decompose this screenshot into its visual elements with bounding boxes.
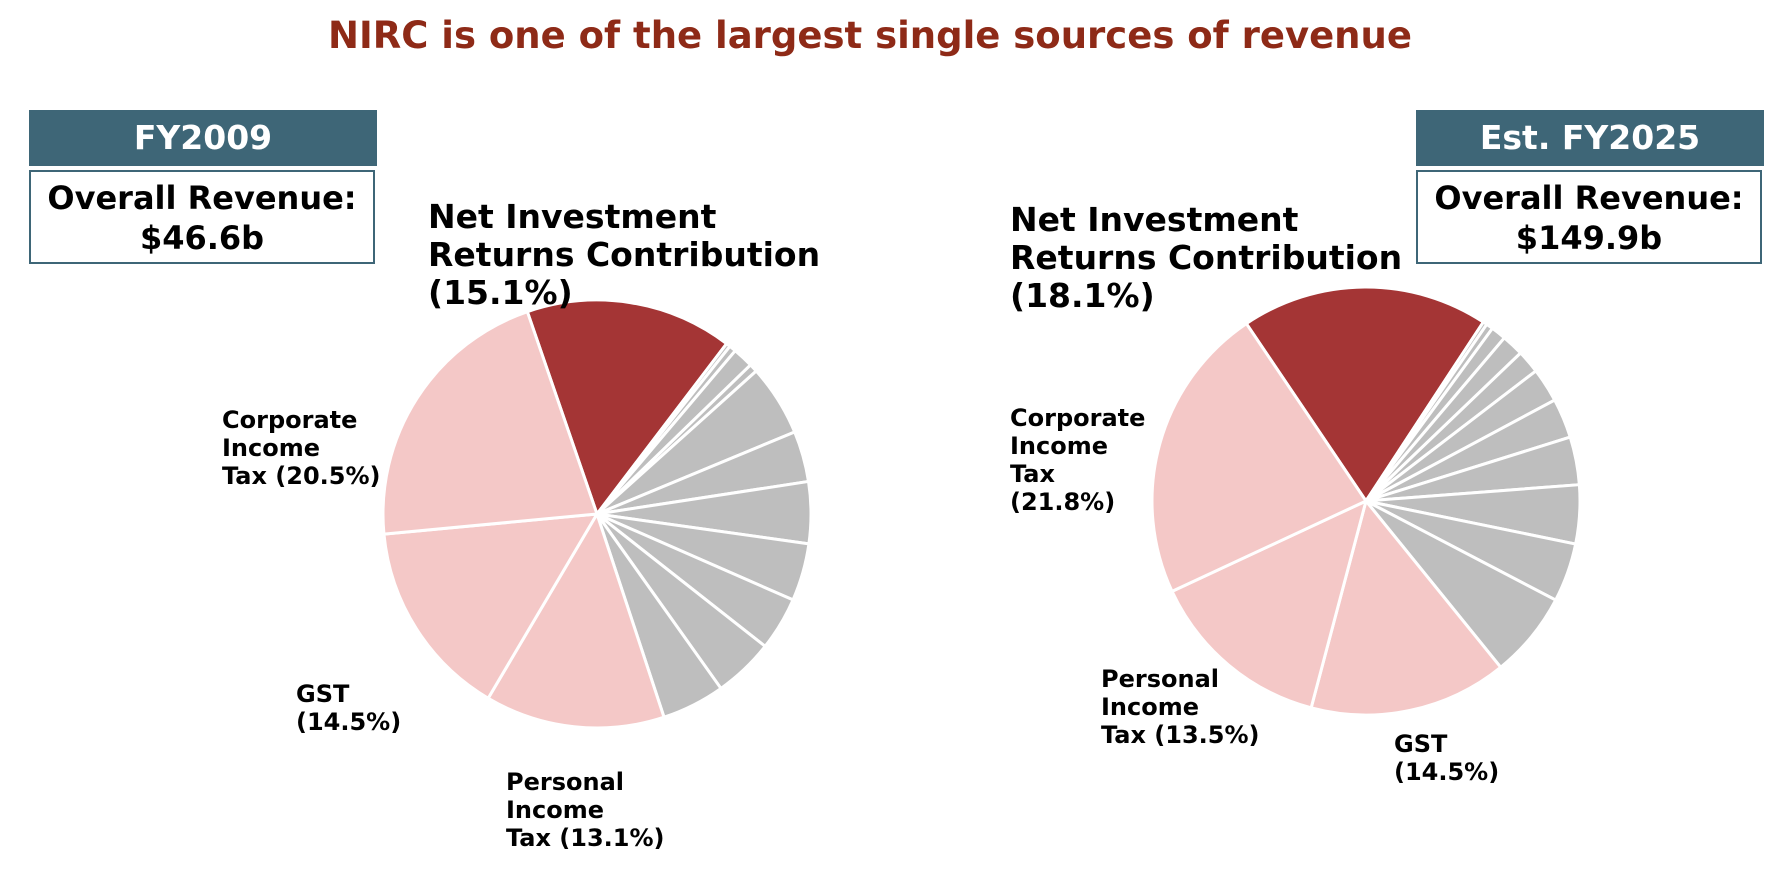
fy2009-label-corporate-income-tax: Corporate Income Tax (20.5%) — [222, 406, 381, 490]
fy2009-revenue-label: Overall Revenue: — [47, 179, 357, 217]
fy2009-revenue-box: Overall Revenue: $46.6b — [29, 170, 375, 264]
fy2009-label-personal-income-tax: Personal Income Tax (13.1%) — [506, 768, 665, 852]
fy2025-header: Est. FY2025 — [1416, 110, 1764, 166]
fy2009-header: FY2009 — [29, 110, 377, 166]
fy2009-slice-gst — [382, 512, 599, 700]
fy2025-slice-personal-income-tax — [1170, 499, 1368, 710]
fy2009-label-gst: GST (14.5%) — [296, 680, 402, 736]
fy2025-label-corporate-income-tax: Corporate Income Tax (21.8%) — [1010, 404, 1146, 516]
fy2025-revenue-label: Overall Revenue: — [1434, 179, 1744, 217]
fy2025-slice-corporate-income-tax — [1150, 322, 1368, 593]
fy2025-label-personal-income-tax: Personal Income Tax (13.5%) — [1101, 665, 1260, 749]
fy2009-slice-net-investment-returns-contribution — [525, 298, 729, 516]
fy2025-label-nirc: Net Investment Returns Contribution (18.… — [1010, 200, 1403, 315]
fy2025-revenue-value: $149.9b — [1515, 219, 1663, 257]
fy2025-slice-net-investment-returns-contribution — [1244, 285, 1485, 503]
page-title: NIRC is one of the largest single source… — [328, 14, 1412, 57]
fy2025-label-gst: GST (14.5%) — [1394, 730, 1500, 786]
fy2009-slice-personal-income-tax — [486, 512, 666, 730]
fy2025-revenue-box: Overall Revenue: $149.9b — [1416, 170, 1762, 264]
fy2009-label-nirc: Net Investment Returns Contribution (15.… — [428, 197, 821, 312]
fy2025-slice-gst — [1309, 499, 1503, 717]
fy2009-revenue-value: $46.6b — [139, 219, 265, 257]
fy2009-slice-corporate-income-tax — [381, 310, 599, 536]
